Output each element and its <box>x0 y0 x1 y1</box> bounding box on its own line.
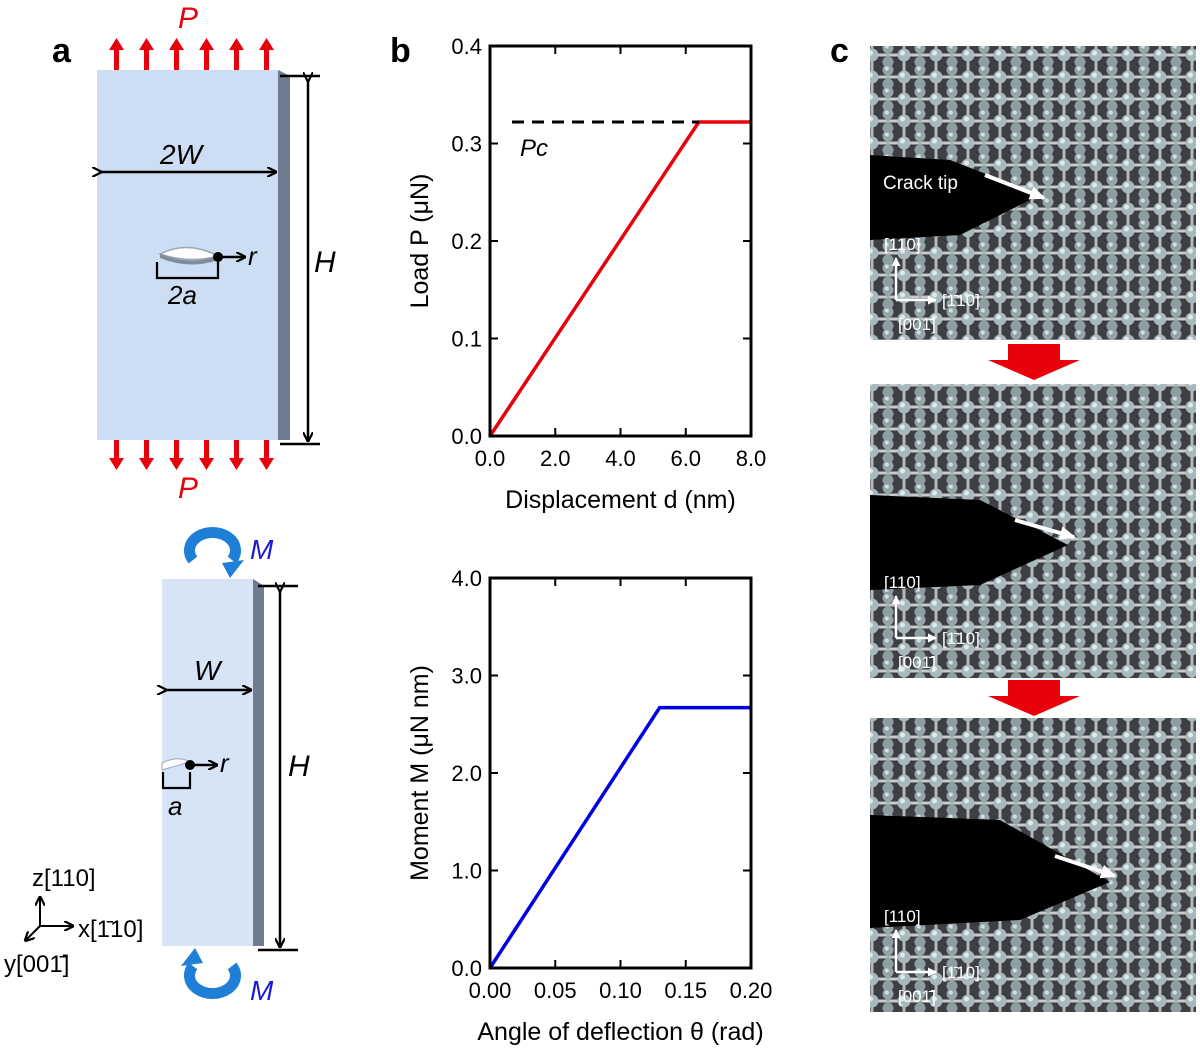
width-label: 2W <box>159 139 205 170</box>
x-tick-label: 4.0 <box>605 446 636 471</box>
y-tick-label: 0.2 <box>451 229 482 254</box>
axis-z-label: z[110] <box>32 865 96 892</box>
crack-tip-label: Crack tip <box>883 173 958 194</box>
crack-void <box>870 495 1068 590</box>
moment-angle-chart: 0.00 0.05 0.10 0.15 0.20 0.0 1.0 2.0 3.0 4.0 Angle… <box>406 566 772 1046</box>
r-label: r <box>248 241 258 271</box>
reference-label: Pc <box>520 135 548 162</box>
x-tick-label: 0.20 <box>730 978 773 1003</box>
svg-text:[1̄10]: [1̄10] <box>942 963 980 982</box>
series-line <box>488 705 751 969</box>
y-tick-label: 0.0 <box>451 424 482 449</box>
crack-length-label: 2a <box>167 280 197 310</box>
load-label-bottom: P <box>178 472 198 505</box>
crack-length-bracket <box>161 772 192 790</box>
axis-x-label: x[1̄10] <box>78 916 143 943</box>
panel-label-a: a <box>52 32 72 70</box>
load-arrow <box>139 440 154 470</box>
y-tick-label: 0.4 <box>451 34 482 59</box>
sequence-arrow <box>988 680 1080 716</box>
x-tick-label: 2.0 <box>540 446 571 471</box>
x-tick-label: 0.10 <box>599 978 642 1003</box>
load-arrow <box>109 38 124 70</box>
load-displacement-chart: Pc 0.0 2.0 4.0 6.0 8.0 0.0 0.1 0.2 0.3 0.4 Displace… <box>406 34 766 514</box>
y-tick-label: 1.0 <box>451 859 482 884</box>
x-tick-label: 0.00 <box>469 978 512 1003</box>
moment-arrow-bottom <box>181 948 241 999</box>
crack-void <box>870 815 1110 928</box>
moment-label-top: M <box>250 534 274 565</box>
x-tick-label: 6.0 <box>670 446 701 471</box>
svg-text:[001̄]: [001̄] <box>898 987 936 1006</box>
load-arrow <box>169 440 184 470</box>
svg-text:[001̄]: [001̄] <box>898 315 936 334</box>
tension-specimen: P P 2W H r 2a <box>97 2 336 505</box>
crystal-directions: [110] [1̄10] [001̄] <box>884 235 980 334</box>
svg-text:[110]: [110] <box>884 907 921 926</box>
x-axis-label: Displacement d (nm) <box>505 486 736 514</box>
x-tick-label: 8.0 <box>736 446 767 471</box>
crack-tip-arrow <box>984 173 1046 200</box>
load-arrow <box>199 440 214 470</box>
plate-side-face <box>278 70 290 440</box>
bending-specimen: M M W H r a <box>161 527 310 1006</box>
y-tick-label: 0.1 <box>451 327 482 352</box>
r-label: r <box>220 748 230 778</box>
y-tick-label: 4.0 <box>451 566 482 591</box>
crystal-directions: [110] [1̄10] [001̄] <box>884 573 980 672</box>
plate-side-face <box>253 579 264 946</box>
load-arrows-top <box>109 38 274 70</box>
load-arrow <box>259 440 274 470</box>
series-line <box>488 120 751 437</box>
x-tick-label: 0.05 <box>534 978 577 1003</box>
crack-void <box>870 155 1040 240</box>
atomistic-snapshot-2: [110] [1̄10] [001̄] <box>870 384 1196 678</box>
width-label: W <box>194 655 223 686</box>
height-label: H <box>288 750 310 783</box>
svg-text:[1̄10]: [1̄10] <box>942 629 980 648</box>
crack-length-bracket <box>155 262 220 280</box>
load-arrow <box>139 38 154 70</box>
load-arrow <box>109 440 124 470</box>
axis-y-label: y[001̄] <box>4 951 69 978</box>
load-arrow <box>199 38 214 70</box>
atomistic-snapshot-3: [110] [1̄10] [001̄] <box>870 718 1196 1012</box>
load-label-top: P <box>178 2 198 35</box>
svg-text:[1̄10]: [1̄10] <box>942 291 980 310</box>
panel-label-b: b <box>390 32 411 70</box>
height-label: H <box>314 246 336 279</box>
x-tick-label: 0.15 <box>664 978 707 1003</box>
moment-arrow-top <box>184 527 244 578</box>
moment-label-bottom: M <box>250 975 274 1006</box>
load-arrows-bottom <box>109 440 274 470</box>
y-tick-label: 2.0 <box>451 761 482 786</box>
panel-label-c: c <box>830 32 849 70</box>
x-axis-label: Angle of deflection θ (rad) <box>477 1018 763 1046</box>
crack-length-label: a <box>168 791 182 821</box>
x-tick-label: 0.0 <box>475 446 506 471</box>
load-arrow <box>229 440 244 470</box>
load-arrow <box>259 38 274 70</box>
y-tick-label: 0.0 <box>451 956 482 981</box>
load-arrow <box>169 38 184 70</box>
load-arrow <box>229 38 244 70</box>
crystal-directions: [110] [1̄10] [001̄] <box>884 907 980 1006</box>
crack-tip-arrow <box>1014 518 1076 540</box>
y-axis-label: Load P (μN) <box>406 174 434 309</box>
sequence-arrow <box>988 344 1080 380</box>
svg-text:[110]: [110] <box>884 235 921 254</box>
atomistic-snapshot-1: Crack tip [110] [1̄10] [001̄] <box>870 46 1196 340</box>
y-tick-label: 0.3 <box>451 132 482 157</box>
y-axis-label: Moment M (μN nm) <box>406 665 434 881</box>
coordinate-system: z[110] x[1̄10] y[001̄] <box>4 865 143 978</box>
svg-text:[110]: [110] <box>884 573 921 592</box>
crack-tip-arrow <box>1054 854 1117 879</box>
svg-text:[001̄]: [001̄] <box>898 653 936 672</box>
y-tick-label: 3.0 <box>451 664 482 689</box>
